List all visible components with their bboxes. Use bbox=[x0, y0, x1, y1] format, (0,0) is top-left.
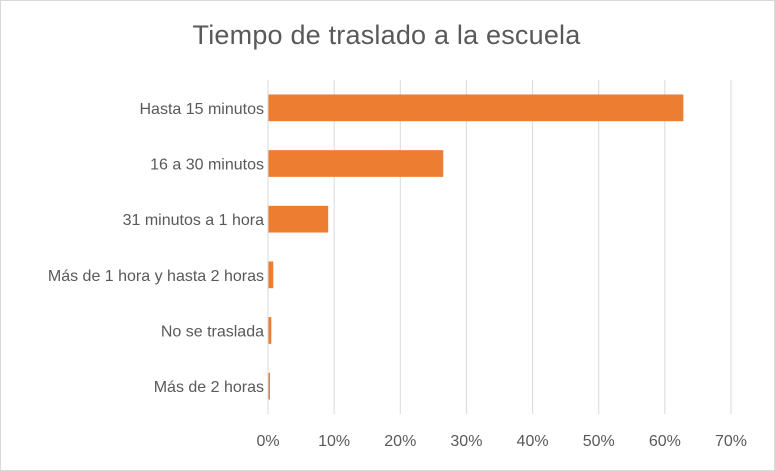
x-tick-label: 20% bbox=[384, 433, 416, 450]
x-tick-label: 60% bbox=[649, 433, 681, 450]
x-tick-label: 30% bbox=[450, 433, 482, 450]
category-label: Más de 1 hora y hasta 2 horas bbox=[48, 268, 264, 285]
bar bbox=[268, 261, 274, 289]
x-tick-label: 50% bbox=[583, 433, 615, 450]
category-label: 16 a 30 minutos bbox=[150, 157, 264, 174]
gridlines bbox=[333, 80, 732, 414]
bar bbox=[268, 317, 272, 344]
category-labels: Hasta 15 minutos 16 a 30 minutos 31 minuto… bbox=[48, 101, 264, 396]
bar bbox=[268, 94, 684, 122]
x-tick-label: 0% bbox=[256, 433, 279, 450]
category-label: 31 minutos a 1 hora bbox=[123, 212, 265, 229]
x-tick-label: 70% bbox=[715, 433, 747, 450]
category-label: Hasta 15 minutos bbox=[139, 101, 264, 118]
x-tick-label: 10% bbox=[318, 433, 350, 450]
bar bbox=[268, 372, 270, 400]
bar bbox=[268, 150, 444, 177]
bars bbox=[268, 94, 684, 400]
x-tick-labels: 0% 10% 20% 30% 40% 50% 60% 70% bbox=[256, 433, 747, 450]
chart-title: Tiempo de traslado a la escuela bbox=[192, 20, 581, 50]
bar bbox=[268, 205, 329, 233]
x-tick-label: 40% bbox=[517, 433, 549, 450]
category-label: No se traslada bbox=[161, 324, 264, 341]
category-label: Más de 2 horas bbox=[154, 379, 264, 396]
